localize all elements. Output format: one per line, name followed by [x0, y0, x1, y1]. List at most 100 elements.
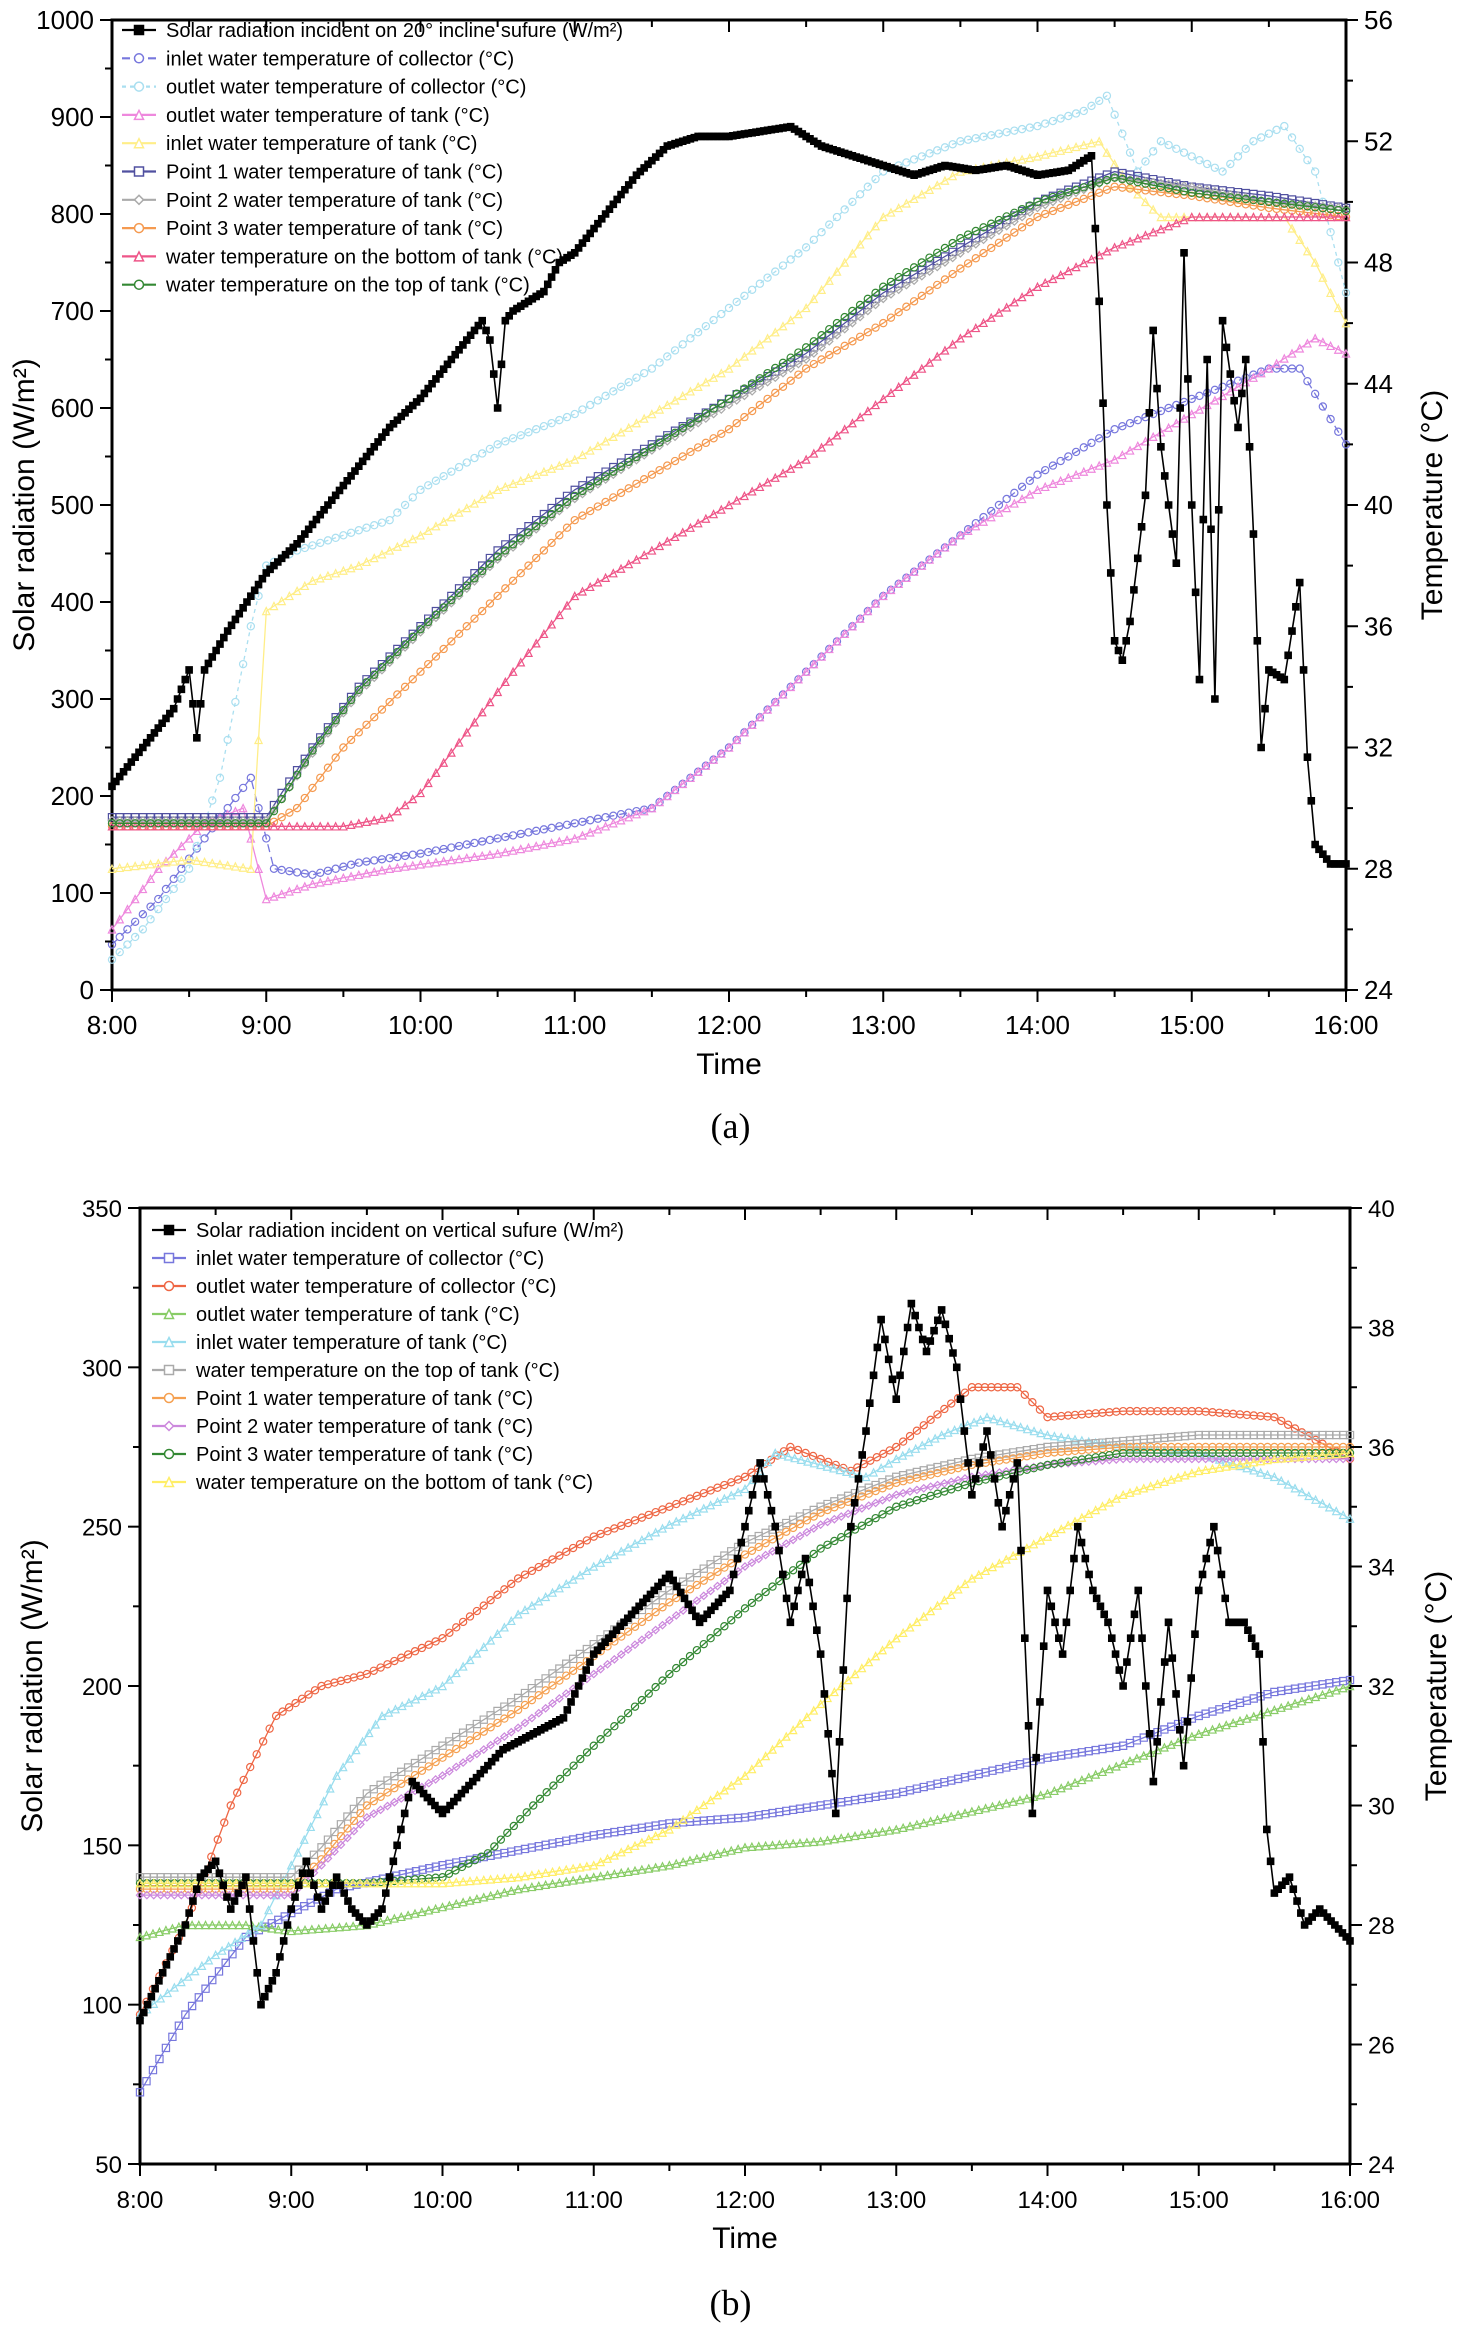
series-point [272, 1878, 283, 1888]
series-point [1341, 212, 1351, 222]
series-point [639, 806, 649, 816]
series-point [1317, 1498, 1328, 1508]
chart-a: 8:00 9:00 10:00 11:00 12:00 13:00 14:00 15:00 16… [8, 5, 1449, 1081]
series-point [323, 875, 333, 886]
series-point [917, 189, 927, 199]
series-point [575, 1862, 585, 1872]
series-point [926, 1606, 936, 1616]
series-point [377, 549, 387, 559]
series-point [1156, 182, 1166, 191]
series-point [655, 465, 664, 475]
series-point [161, 894, 171, 904]
series-point [1141, 176, 1150, 186]
series-point [978, 317, 989, 328]
series-point [470, 614, 479, 623]
series-point [832, 430, 842, 440]
series-point [465, 1895, 475, 1905]
series-point [524, 828, 533, 837]
series-point [639, 448, 649, 457]
series-point [596, 1857, 606, 1867]
series-point [1228, 1458, 1238, 1469]
series-point [994, 500, 1004, 510]
series-point [1015, 1760, 1025, 1769]
series-point [955, 530, 965, 540]
series-point [998, 1522, 1006, 1531]
series-point [478, 606, 487, 616]
series-point [354, 858, 364, 867]
series-point [1118, 1758, 1128, 1768]
series-point [990, 1475, 999, 1483]
series-point [1141, 157, 1150, 166]
series-point [1194, 1711, 1203, 1721]
series-point [878, 393, 888, 404]
series-point [822, 1693, 833, 1703]
series-point [740, 1842, 750, 1852]
series-point [1064, 187, 1073, 197]
series-point [1221, 1456, 1231, 1466]
series-point [593, 577, 603, 587]
series-point [1183, 1718, 1192, 1726]
series-point [385, 1873, 394, 1881]
series-point [616, 1546, 626, 1556]
series-point [458, 1661, 468, 1671]
series-point [655, 438, 664, 447]
series-point [1022, 1543, 1032, 1553]
series-point [1094, 460, 1104, 470]
series-point [850, 1506, 860, 1516]
series-point [385, 853, 394, 863]
series-point [670, 428, 680, 438]
series-point [493, 1590, 502, 1599]
series-point [452, 1744, 461, 1754]
legend-marker [163, 1307, 175, 1320]
series-point [840, 341, 849, 351]
series-point [934, 1316, 942, 1325]
series-point [855, 312, 865, 322]
series-point [273, 1890, 282, 1900]
series-1 [108, 122, 1350, 868]
series-point [974, 1769, 983, 1779]
series-point [323, 1835, 333, 1844]
series-point [898, 1787, 908, 1797]
series-point [1071, 469, 1081, 479]
series-point [241, 1920, 251, 1930]
series-point [644, 1822, 653, 1831]
series-point [796, 1454, 806, 1464]
series-point [1079, 194, 1088, 204]
series-point [348, 1878, 358, 1888]
series-point [1071, 262, 1081, 272]
series-point [809, 1512, 818, 1521]
legend-label: inlet water temperature of collector (°C… [196, 1248, 544, 1270]
series-point [948, 171, 958, 181]
series-point [1118, 656, 1127, 664]
series-point [261, 606, 271, 616]
series-point [884, 1825, 894, 1835]
series-point [809, 235, 819, 244]
series-point [555, 822, 564, 831]
series-point [788, 1838, 798, 1848]
series-point [933, 146, 942, 155]
series-point [1290, 1698, 1300, 1708]
series-point [747, 1546, 757, 1555]
series-point [1277, 1416, 1286, 1426]
series-point [527, 1683, 537, 1693]
series-point [1063, 266, 1073, 276]
series-point [709, 372, 719, 382]
series-point [761, 1840, 771, 1850]
series-point [1022, 1793, 1032, 1803]
series-point [701, 321, 711, 331]
series-point [501, 437, 510, 446]
series-point [981, 1803, 991, 1813]
series-point [1048, 192, 1058, 202]
series-point [632, 452, 641, 462]
series-point [570, 590, 580, 601]
series-point [894, 381, 904, 391]
series-point [154, 1926, 165, 1937]
series-point [214, 1920, 224, 1930]
series-point [1303, 753, 1312, 761]
y-left-tick-label: 800 [51, 199, 94, 229]
series-point [947, 1776, 956, 1785]
y-left-tick-label: 350 [82, 1196, 122, 1223]
series-point [513, 1872, 523, 1882]
series-point [200, 1920, 211, 1930]
series-point [678, 527, 688, 537]
